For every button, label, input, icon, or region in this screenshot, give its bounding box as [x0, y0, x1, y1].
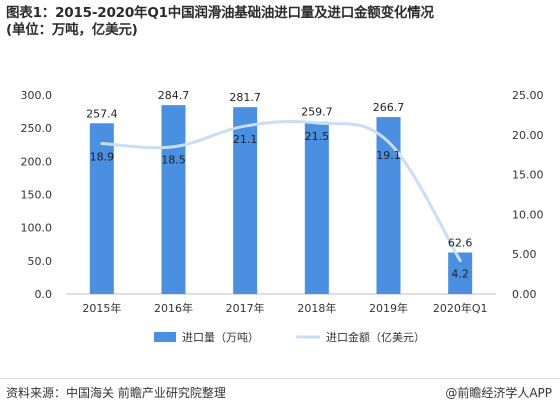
- bar: [89, 123, 114, 295]
- y-right-tick-label: 0.00: [512, 288, 537, 301]
- line-group: [100, 119, 462, 263]
- y-right-tick-label: 15.00: [512, 169, 544, 182]
- bar: [161, 105, 186, 294]
- y-left-tick-label: 50.0: [28, 255, 53, 268]
- brand-credit: @前瞻经济学人APP: [445, 386, 552, 400]
- y-left-tick-label: 150.0: [21, 189, 53, 202]
- y-left-tick-label: 100.0: [21, 222, 53, 235]
- bar-value-label: 62.6: [448, 236, 473, 249]
- bar-value-label: 281.7: [229, 91, 261, 104]
- x-tick-label: 2016年: [154, 301, 193, 315]
- bar-value-label: 257.4: [86, 107, 118, 120]
- legend-group: 进口量（万吨） 进口金额（亿美元）: [154, 330, 425, 344]
- x-tick-label: 2018年: [297, 301, 336, 315]
- legend-label-line: 进口金额（亿美元）: [326, 330, 425, 344]
- chart-title-line2: (单位：万吨，亿美元): [6, 22, 138, 38]
- y-left-tick-label: 0.0: [35, 288, 53, 301]
- bar: [304, 121, 329, 294]
- line-value-label: 19.1: [376, 149, 401, 162]
- y-left-tick-label: 250.0: [21, 122, 53, 135]
- legend-swatch-bar: [154, 332, 176, 342]
- bar-value-label: 284.7: [158, 89, 190, 102]
- line-value-label: 18.5: [161, 154, 186, 167]
- y-right-tick-label: 5.00: [512, 248, 537, 261]
- line-value-label: 21.1: [233, 133, 258, 146]
- chart-canvas: 0.0 50.0 100.0 150.0 200.0 250.0 300.0 0.00 5.00…: [21, 89, 544, 344]
- line-value-label: 21.5: [305, 130, 330, 143]
- y-right-tick-label: 25.00: [512, 89, 544, 102]
- x-tick-label: 2020年Q1: [433, 301, 488, 315]
- x-tick-label: 2019年: [369, 301, 408, 315]
- series-line: [100, 119, 462, 263]
- chart-title-line1: 图表1：2015-2020年Q1中国润滑油基础油进口量及进口金额变化情况: [6, 5, 434, 21]
- bar-value-label: 266.7: [373, 101, 405, 114]
- y-left-tick-label: 300.0: [21, 89, 53, 102]
- source-note: 资料来源：中国海关 前瞻产业研究院整理: [6, 386, 226, 400]
- axes-group: 0.0 50.0 100.0 150.0 200.0 250.0 300.0 0.00 5.00…: [21, 89, 544, 315]
- legend-label-bar: 进口量（万吨）: [182, 331, 259, 344]
- line-value-label: 18.9: [90, 151, 115, 164]
- x-tick-label: 2017年: [226, 301, 265, 315]
- data-labels-group: 257.4 284.7 281.7 259.7 266.7 62.6 18.9 18.5 21.…: [86, 89, 472, 280]
- y-right-tick-label: 10.00: [512, 208, 544, 221]
- x-tick-label: 2015年: [82, 301, 121, 315]
- y-left-tick-label: 200.0: [21, 155, 53, 168]
- line-value-label: 4.2: [451, 268, 469, 281]
- bars-group: [89, 105, 473, 295]
- y-right-tick-label: 20.00: [512, 129, 544, 142]
- footer-divider: [0, 378, 560, 379]
- bar: [376, 117, 401, 295]
- bar: [233, 107, 258, 294]
- bar-value-label: 259.7: [301, 106, 333, 119]
- chart-title: 图表1：2015-2020年Q1中国润滑油基础油进口量及进口金额变化情况 (单位…: [6, 5, 554, 39]
